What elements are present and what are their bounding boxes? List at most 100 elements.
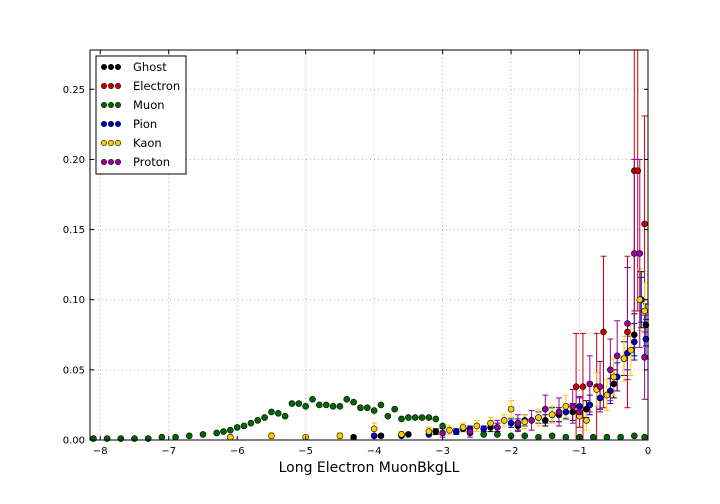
x-tick-label: −3	[435, 446, 450, 457]
data-point	[494, 424, 501, 431]
legend-marker	[101, 83, 108, 90]
legend-marker	[108, 64, 115, 71]
legend-marker	[108, 159, 115, 166]
legend-label: Pion	[133, 117, 157, 131]
data-point	[425, 428, 433, 435]
data-point	[631, 432, 638, 440]
data-point	[233, 424, 241, 431]
legend-marker	[115, 121, 122, 128]
y-tick-label: 0.20	[63, 155, 85, 166]
legend-marker	[108, 102, 115, 109]
data-point	[350, 398, 357, 406]
data-point	[274, 410, 282, 417]
x-tick-label: −4	[367, 446, 382, 457]
data-point	[432, 428, 440, 435]
data-point	[596, 394, 604, 402]
data-point	[555, 408, 563, 416]
data-point	[569, 408, 576, 416]
data-point	[603, 433, 611, 441]
data-point	[569, 403, 576, 410]
data-point	[562, 403, 570, 410]
data-point	[350, 433, 357, 441]
data-point	[322, 401, 330, 409]
data-point	[514, 419, 522, 427]
data-point	[336, 432, 344, 440]
data-point	[607, 387, 614, 395]
data-point	[631, 250, 638, 257]
data-point	[572, 383, 580, 390]
data-point	[432, 415, 440, 423]
data-point	[336, 403, 344, 410]
data-point	[507, 419, 515, 427]
data-point	[641, 433, 648, 441]
data-point	[610, 373, 618, 381]
legend-marker	[101, 64, 108, 71]
legend-marker	[115, 159, 122, 166]
data-point	[562, 433, 570, 441]
data-point	[480, 425, 487, 433]
y-tick-label: 0.15	[63, 225, 85, 236]
legend-marker	[115, 140, 122, 147]
data-point	[439, 429, 446, 437]
data-point	[589, 433, 597, 441]
data-point	[548, 411, 556, 419]
legend-label: Proton	[133, 155, 170, 169]
data-point	[446, 426, 453, 434]
legend-marker	[115, 64, 122, 71]
data-point	[254, 417, 262, 424]
data-point	[596, 383, 604, 390]
y-axis-ticks: 0.00 0.05 0.10 0.15 0.20 0.25	[63, 85, 648, 447]
data-point	[185, 432, 193, 440]
data-point	[220, 428, 227, 435]
x-tick-label: −1	[572, 446, 587, 457]
data-point	[586, 380, 594, 388]
data-point	[583, 417, 590, 424]
data-point	[384, 412, 392, 420]
legend-marker	[101, 140, 108, 147]
y-tick-label: 0.05	[63, 365, 85, 376]
data-point	[607, 366, 614, 374]
data-point	[636, 296, 644, 304]
x-axis-title: Long Electron MuonBkgLL	[279, 460, 460, 476]
data-point	[316, 401, 323, 409]
y-tick-label: 0.00	[63, 436, 85, 447]
data-point	[295, 400, 303, 407]
data-point	[418, 414, 426, 421]
data-point	[240, 422, 248, 430]
legend-marker	[115, 83, 122, 90]
legend-marker	[108, 83, 115, 90]
data-point	[370, 425, 378, 433]
data-point	[309, 396, 316, 403]
y-tick-label: 0.10	[63, 295, 85, 306]
y-tick-label: 0.25	[63, 85, 85, 96]
data-point	[521, 418, 529, 426]
data-point	[576, 403, 583, 410]
legend-frame	[95, 55, 187, 175]
data-point	[377, 432, 385, 440]
data-point	[405, 431, 412, 438]
data-point	[636, 250, 644, 257]
data-point	[452, 428, 460, 435]
data-point	[343, 396, 351, 403]
x-axis-ticks: −8 −7 −6 −5 −4 −3 −2 −1 0	[93, 50, 651, 457]
legend-label: Electron	[133, 79, 180, 93]
data-point	[144, 435, 152, 442]
legend-marker	[108, 140, 115, 147]
data-point	[542, 405, 549, 413]
x-tick-label: −6	[230, 446, 245, 457]
data-point	[576, 408, 583, 416]
data-point	[90, 435, 97, 442]
data-point	[158, 433, 166, 441]
data-point	[459, 424, 467, 431]
data-point	[172, 433, 179, 441]
data-point	[641, 353, 648, 361]
data-point	[411, 414, 419, 421]
data-point	[631, 338, 638, 346]
data-point	[405, 414, 412, 421]
legend-marker	[101, 102, 108, 109]
data-point	[439, 422, 446, 430]
x-tick-label: −8	[93, 446, 108, 457]
data-point	[535, 414, 542, 421]
data-point	[117, 435, 125, 442]
data-point	[487, 419, 494, 427]
